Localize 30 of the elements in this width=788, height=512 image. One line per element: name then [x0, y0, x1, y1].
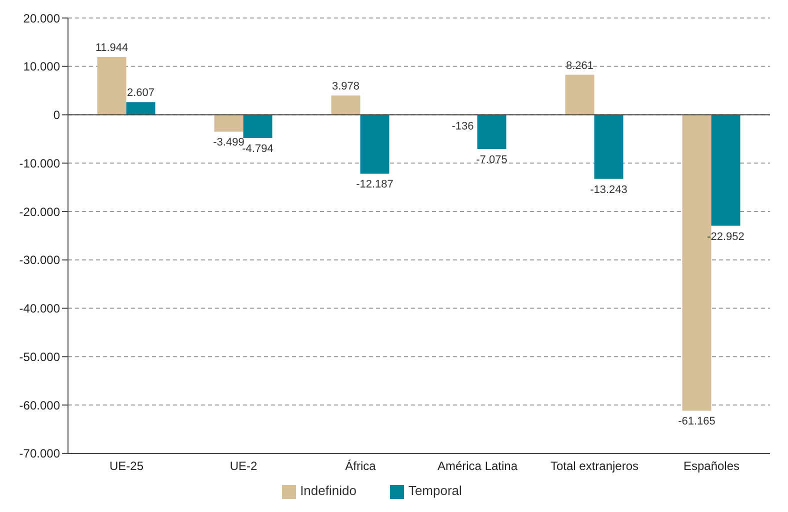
data-label: -13.243: [590, 184, 628, 196]
x-tick-label: África: [345, 458, 376, 473]
y-tick-label: -50.000: [19, 350, 60, 364]
y-tick-label: 0: [53, 108, 60, 122]
data-label: 8.261: [566, 60, 594, 72]
x-tick-label: América Latina: [437, 458, 518, 473]
x-tick-label: UE-25: [109, 458, 144, 473]
data-label: -7.075: [476, 154, 508, 166]
data-label: -22.952: [707, 230, 744, 243]
y-tick-label: -10.000: [19, 156, 60, 170]
x-tick-label: UE-2: [230, 458, 258, 473]
data-label: -136: [452, 120, 474, 132]
data-label: -12.187: [356, 178, 394, 191]
x-tick-label: Españoles: [683, 458, 740, 473]
x-tick-label: Total extranjeros: [550, 458, 639, 473]
y-tick-label: -60.000: [19, 398, 60, 412]
y-tick-label: -40.000: [19, 302, 60, 316]
y-tick-label: -30.000: [19, 253, 60, 268]
legend-label: Temporal: [408, 483, 462, 498]
legend-label: Indefinido: [300, 483, 356, 498]
y-tick-label: 20.000: [23, 11, 60, 26]
y-tick-label: -20.000: [19, 204, 60, 219]
y-tick-label: 10.000: [23, 60, 60, 74]
data-label: -3.499: [213, 136, 244, 149]
y-tick-label: -70.000: [19, 446, 60, 461]
data-label: -4.794: [242, 142, 274, 155]
data-label: -61.165: [678, 416, 716, 428]
data-label: 2.607: [126, 87, 155, 100]
data-label: 11.944: [95, 42, 128, 54]
data-label: 3.978: [332, 80, 360, 93]
